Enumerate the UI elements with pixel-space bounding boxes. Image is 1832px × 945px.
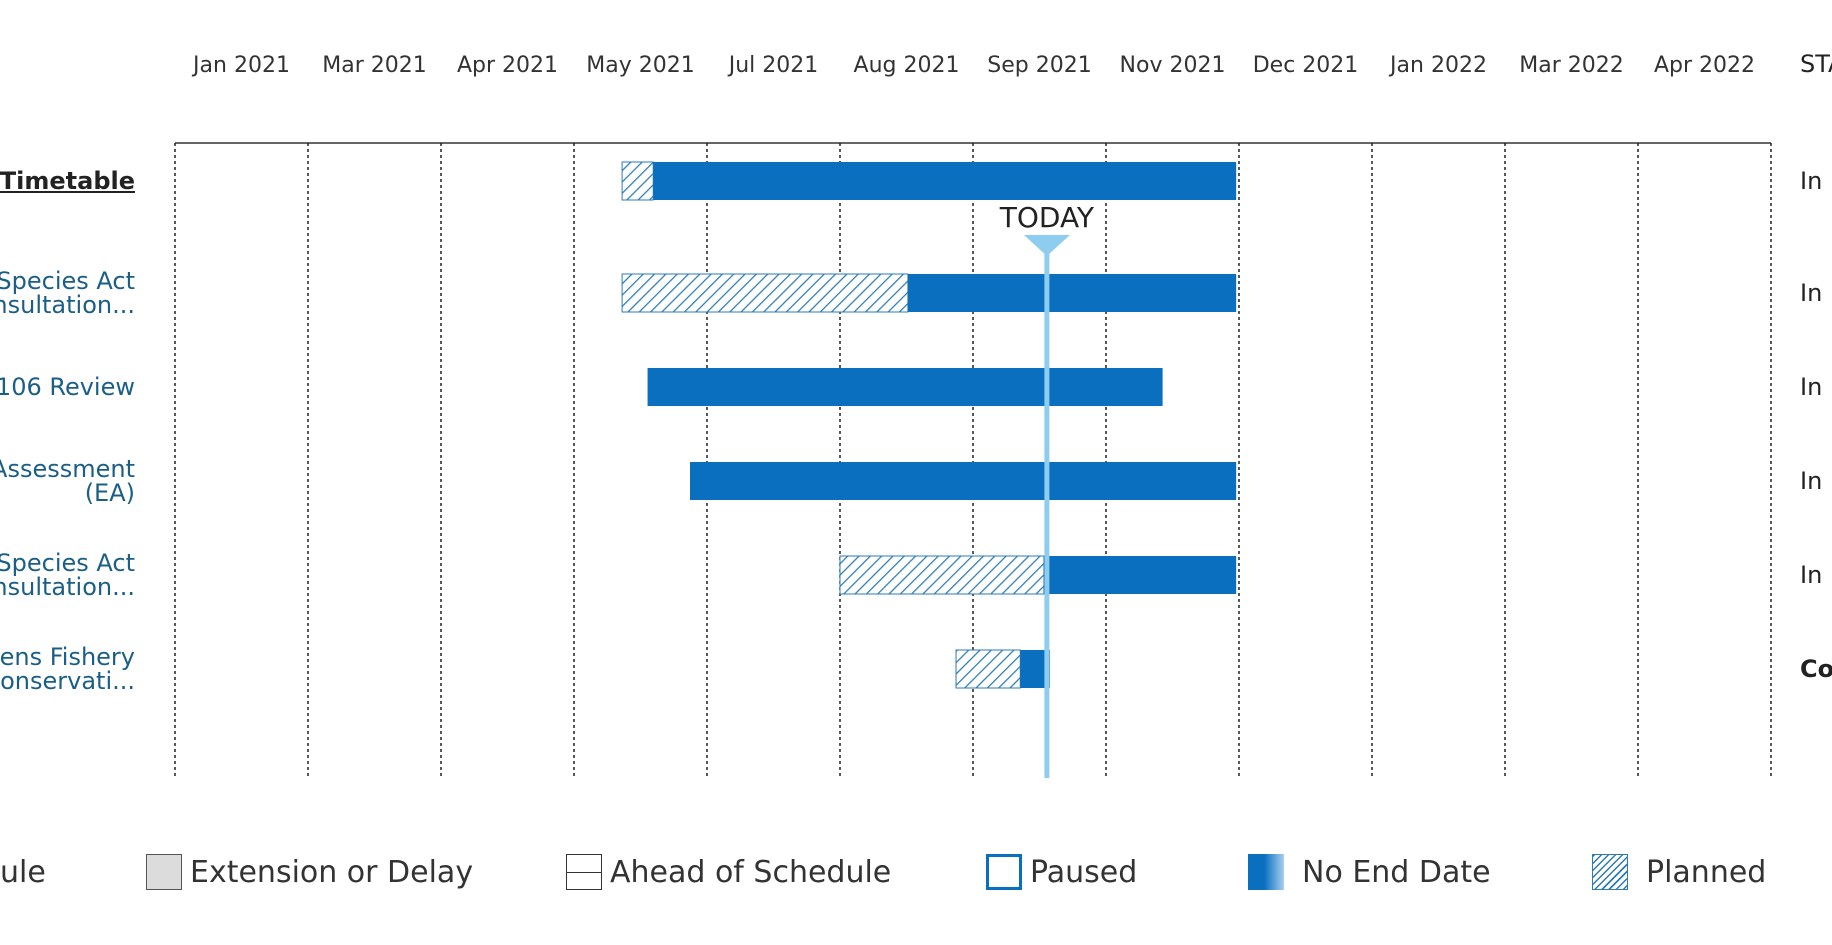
status-cell: In	[1800, 467, 1823, 495]
planned-swatch-icon	[1592, 854, 1628, 890]
month-tick-label: Jul 2021	[727, 53, 819, 78]
status-cell: In	[1800, 167, 1823, 195]
legend-label-paused: Paused	[1030, 854, 1138, 890]
actual-bar	[690, 462, 1237, 500]
legend-item-ahead: Ahead of Schedule	[566, 852, 891, 892]
planned-bar	[621, 161, 654, 201]
row-label[interactable]: Assessment (EA)	[0, 457, 135, 505]
row-label-line: Assessment	[0, 455, 135, 483]
month-tick-label: Nov 2021	[1120, 53, 1226, 78]
legend-item-schedule: ule	[0, 852, 46, 892]
month-tick-label: Apr 2022	[1654, 53, 1755, 78]
status-cell: In	[1800, 373, 1823, 401]
row-label[interactable]: vens FisheryConservati...	[0, 645, 135, 693]
month-tick-label: Dec 2021	[1253, 53, 1359, 78]
today-marker-icon	[1023, 235, 1070, 256]
legend-item-planned: Planned	[1592, 852, 1766, 892]
row-label-line: Species Act	[0, 267, 135, 295]
row-label-line: (EA)	[84, 479, 135, 507]
row-label-line: nsultation...	[0, 573, 135, 601]
month-tick-label: Sep 2021	[987, 53, 1091, 78]
planned-bar	[621, 273, 909, 313]
legend-label-planned: Planned	[1646, 854, 1767, 890]
actual-bar	[653, 162, 1237, 200]
legend-label-ahead: Ahead of Schedule	[610, 854, 892, 890]
actual-bar	[907, 274, 1237, 312]
legend-label-schedule: ule	[0, 854, 46, 890]
status-cell: Co	[1800, 655, 1832, 683]
extension-swatch-icon	[146, 854, 182, 890]
month-tick-label: Aug 2021	[854, 53, 960, 78]
row-label-line: vens Fishery	[0, 643, 135, 671]
month-tick-label: Jan 2021	[191, 53, 290, 78]
status-cell: In	[1800, 279, 1823, 307]
month-tick-label: May 2021	[586, 53, 694, 78]
row-label[interactable]: t Timetable	[0, 169, 135, 193]
row-label-line: Species Act	[0, 549, 135, 577]
legend-item-paused: Paused	[986, 852, 1137, 892]
row-label[interactable]: Species Act nsultation...	[0, 269, 135, 317]
row-label-line: t Timetable	[0, 167, 135, 195]
row-label-line: 106 Review	[0, 373, 135, 401]
actual-bar	[1043, 556, 1237, 594]
month-tick-label: Apr 2021	[457, 53, 558, 78]
month-tick-label: Mar 2022	[1519, 53, 1624, 78]
row-label[interactable]: 106 Review	[0, 375, 135, 399]
legend-label-extension: Extension or Delay	[190, 854, 474, 890]
today-label: TODAY	[999, 201, 1095, 234]
planned-bar	[955, 649, 1021, 689]
ahead-swatch-icon	[566, 854, 602, 890]
paused-swatch-icon	[986, 854, 1022, 890]
row-label[interactable]: Species Act nsultation...	[0, 551, 135, 599]
row-label-line: Conservati...	[0, 667, 135, 695]
month-tick-label: Mar 2021	[322, 53, 427, 78]
legend-item-extension: Extension or Delay	[146, 852, 473, 892]
no-end-date-swatch-icon	[1248, 854, 1284, 890]
status-cell: In	[1800, 561, 1823, 589]
actual-bar	[647, 368, 1163, 406]
status-column-header: STA	[1800, 50, 1832, 78]
planned-bar	[839, 555, 1045, 595]
legend-label-no-end: No End Date	[1302, 854, 1491, 890]
row-label-line: nsultation...	[0, 291, 135, 319]
month-tick-label: Jan 2022	[1388, 53, 1487, 78]
legend-item-no-end: No End Date	[1248, 852, 1491, 892]
